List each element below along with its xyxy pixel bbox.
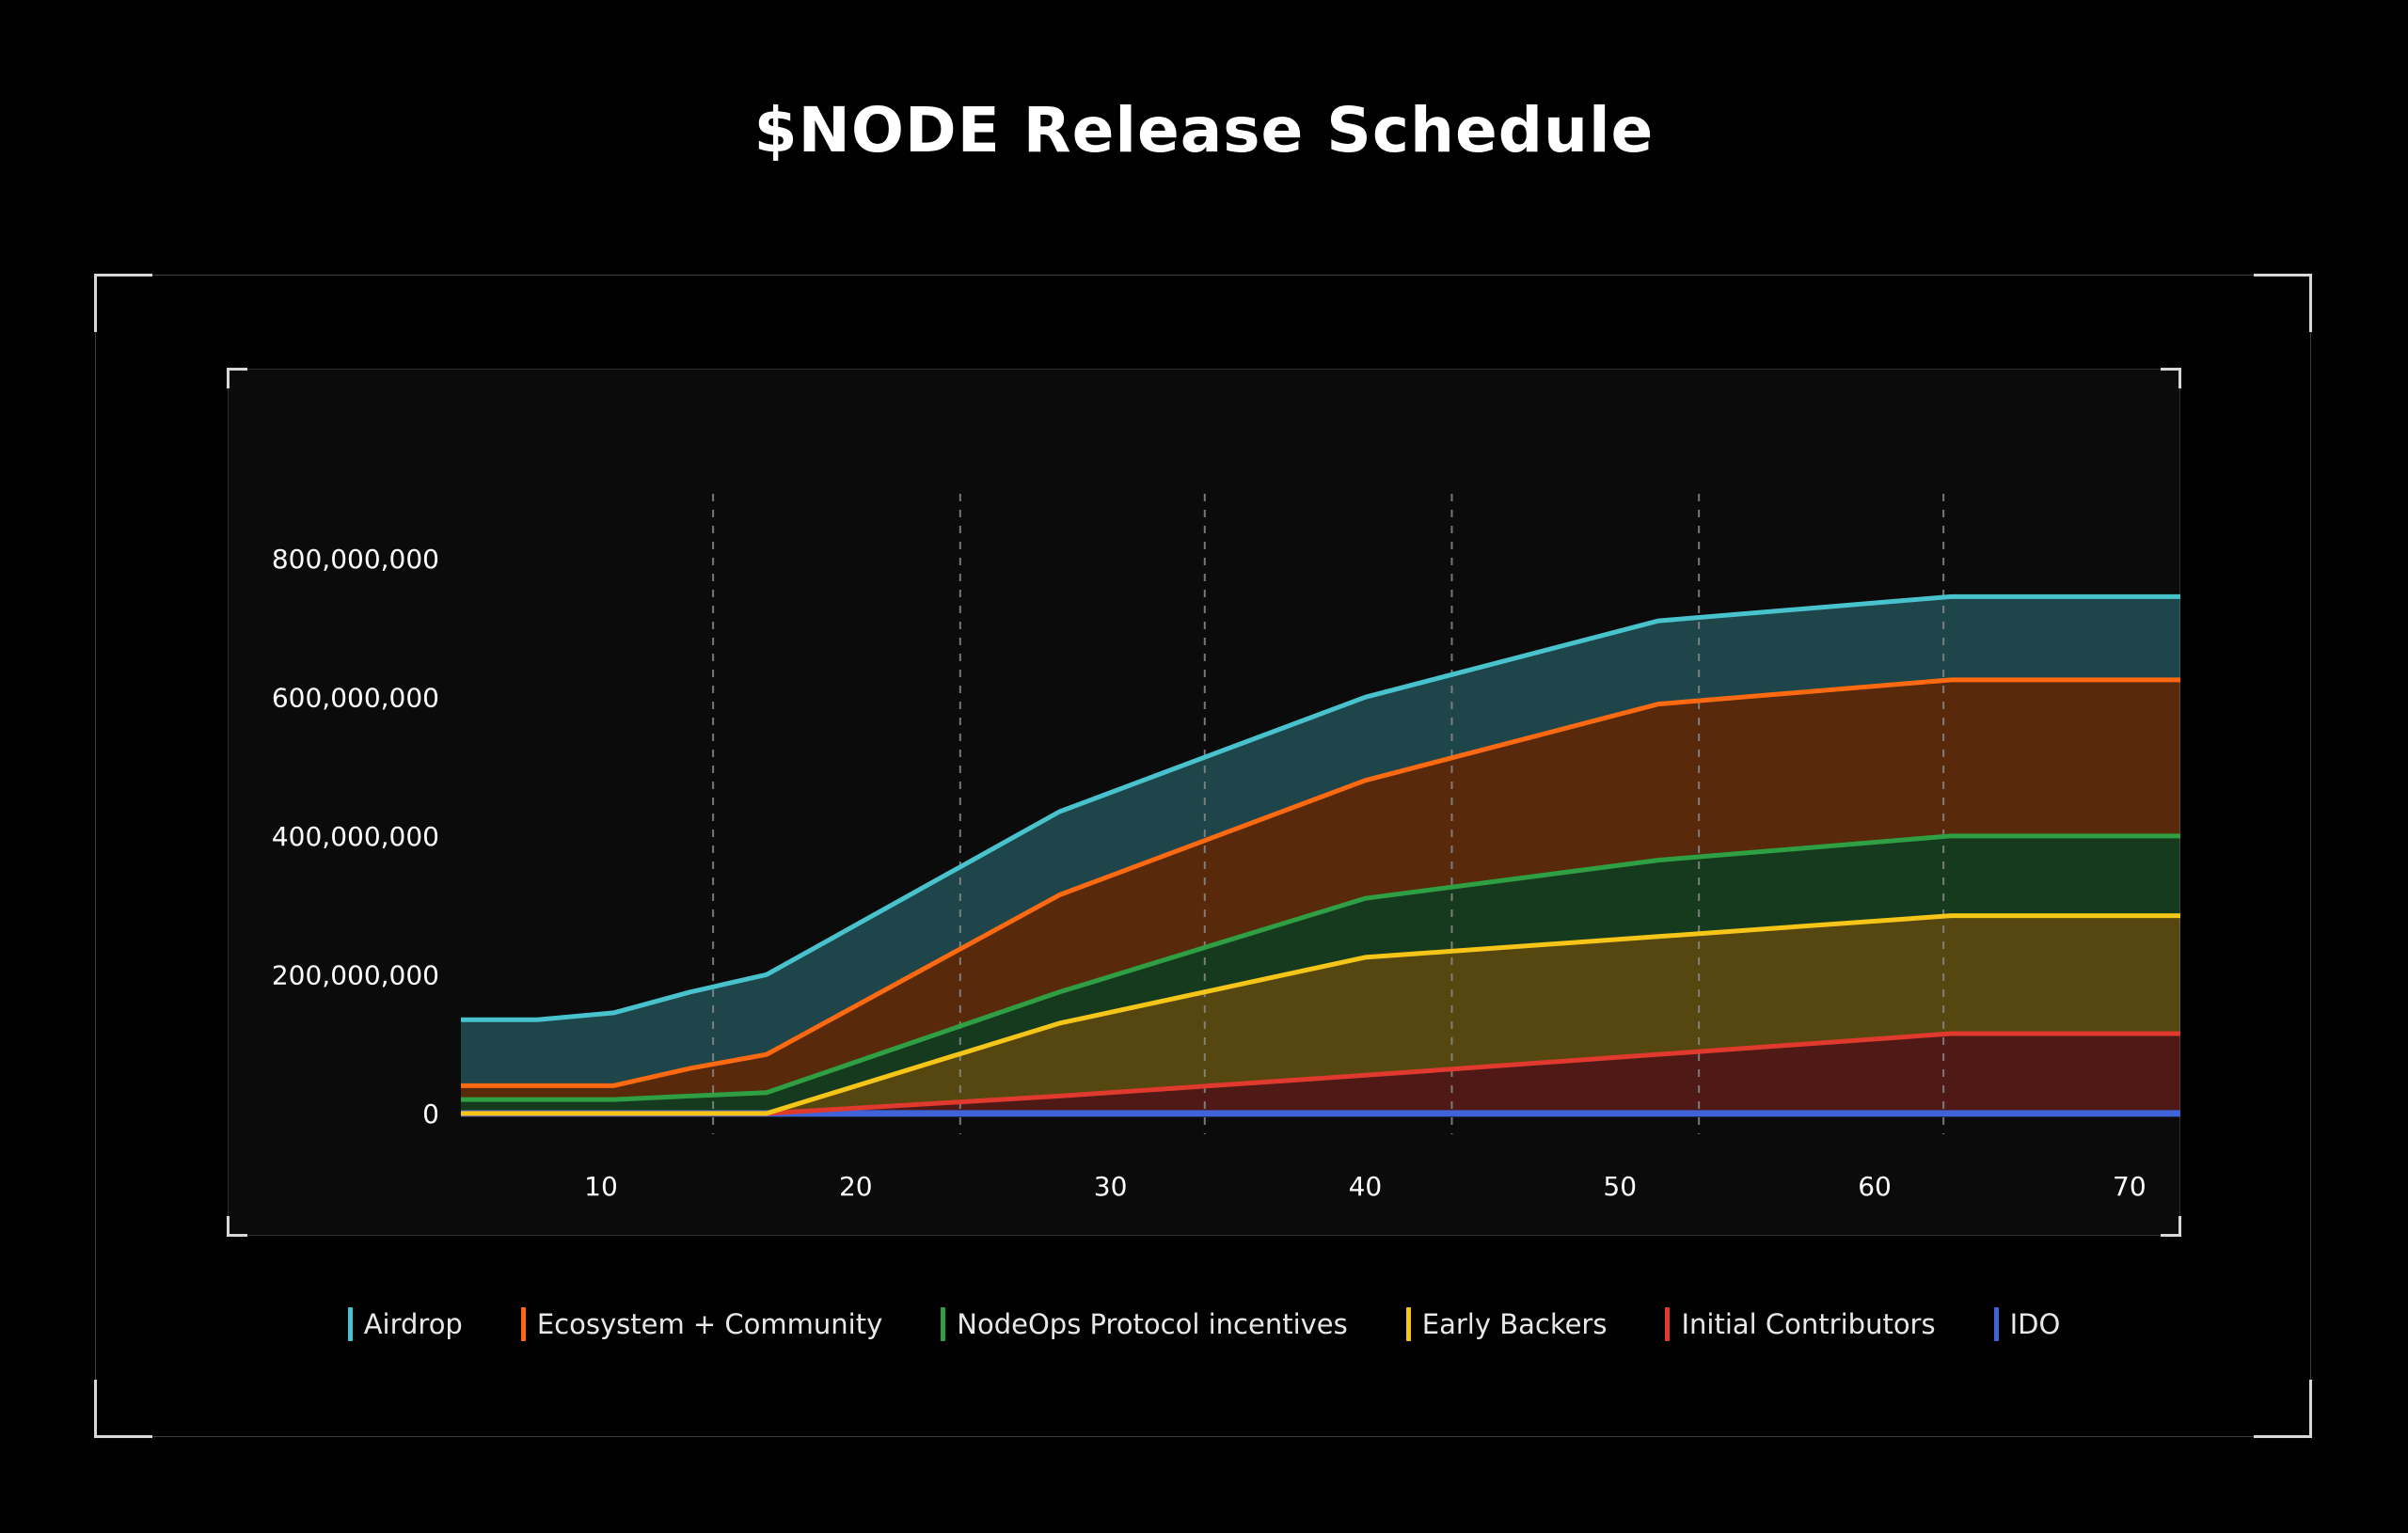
x-tick-label: 20 (839, 1171, 873, 1202)
legend-label: NodeOps Protocol incentives (957, 1308, 1348, 1340)
legend-item-airdrop: Airdrop (347, 1307, 463, 1341)
legend-item-nodeops-protocol-incentives: NodeOps Protocol incentives (941, 1307, 1348, 1341)
legend-label: IDO (2009, 1308, 2061, 1340)
legend-label: Initial Contributors (1681, 1308, 1936, 1340)
y-tick-label: 400,000,000 (272, 821, 439, 852)
frame-corner (94, 274, 152, 332)
y-tick-label: 600,000,000 (272, 682, 439, 713)
series-line-ecosystem-community (461, 677, 2180, 1088)
x-tick-label: 60 (1858, 1171, 1892, 1202)
legend-item-ido: IDO (1993, 1307, 2061, 1341)
legend-swatch (1405, 1307, 1411, 1341)
chart-legend: Airdrop Ecosystem + Community NodeOps Pr… (0, 1305, 2408, 1343)
area-nodeops-protocol-incentives (461, 835, 2180, 1114)
area-early-backers (461, 915, 2180, 1114)
x-tick-label: 50 (1603, 1171, 1637, 1202)
x-tick-label: 30 (1094, 1171, 1128, 1202)
legend-swatch (1665, 1307, 1671, 1341)
legend-item-ecosystem-community: Ecosystem + Community (520, 1307, 883, 1341)
y-tick-label: 0 (422, 1098, 439, 1130)
frame-corner (2254, 274, 2312, 332)
chart-title: $NODE Release Schedule (753, 94, 1655, 166)
legend-swatch (941, 1307, 946, 1341)
frame-corner (2254, 1380, 2312, 1438)
series-line-airdrop (461, 593, 2180, 1022)
legend-item-early-backers: Early Backers (1405, 1307, 1608, 1341)
x-tick-label: 40 (1349, 1171, 1383, 1202)
legend-item-initial-contributors: Initial Contributors (1665, 1307, 1936, 1341)
legend-swatch (1993, 1307, 1999, 1341)
legend-swatch (520, 1307, 526, 1341)
series-line-nodeops-protocol-incentives (461, 833, 2180, 1102)
chart-outer-frame (94, 274, 2312, 1438)
panel-corner (2161, 368, 2181, 388)
x-tick-label: 10 (584, 1171, 618, 1202)
legend-label: Early Backers (1421, 1308, 1608, 1340)
panel-corner (227, 1216, 247, 1237)
area-initial-contributors (461, 1034, 2180, 1114)
x-tick-label: 70 (2113, 1171, 2147, 1202)
area-ecosystem-community (461, 679, 2180, 1100)
panel-corner (227, 368, 247, 388)
legend-label: Ecosystem + Community (536, 1308, 883, 1340)
panel-corner (2161, 1216, 2181, 1237)
area-airdrop (461, 596, 2180, 1086)
y-tick-label: 200,000,000 (272, 959, 439, 990)
legend-swatch (347, 1307, 353, 1341)
legend-label: Airdrop (363, 1308, 463, 1340)
y-tick-label: 800,000,000 (272, 544, 439, 575)
frame-corner (94, 1380, 152, 1438)
series-line-early-backers (461, 913, 2180, 1116)
